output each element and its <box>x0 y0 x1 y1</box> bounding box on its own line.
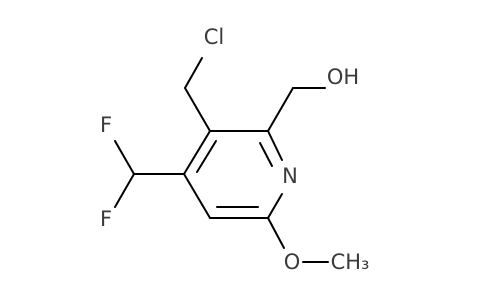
bond <box>114 140 135 175</box>
bond <box>184 87 211 132</box>
bond <box>184 57 203 89</box>
atom-label: N <box>282 164 298 188</box>
bond <box>267 87 294 132</box>
bond <box>183 130 211 175</box>
bond <box>259 142 273 167</box>
bond <box>267 130 283 161</box>
atom-label: Cl <box>204 25 225 49</box>
bond <box>267 217 285 249</box>
atom-label: F <box>100 207 112 231</box>
atom-label: F <box>100 113 112 137</box>
atom-label: CH₃ <box>331 250 370 274</box>
atom-label: OH <box>327 65 359 89</box>
bonds <box>114 57 329 263</box>
atom-label: O <box>284 250 301 274</box>
bond <box>267 193 283 219</box>
bond <box>196 140 217 173</box>
bond <box>183 173 211 219</box>
bond <box>114 173 135 208</box>
